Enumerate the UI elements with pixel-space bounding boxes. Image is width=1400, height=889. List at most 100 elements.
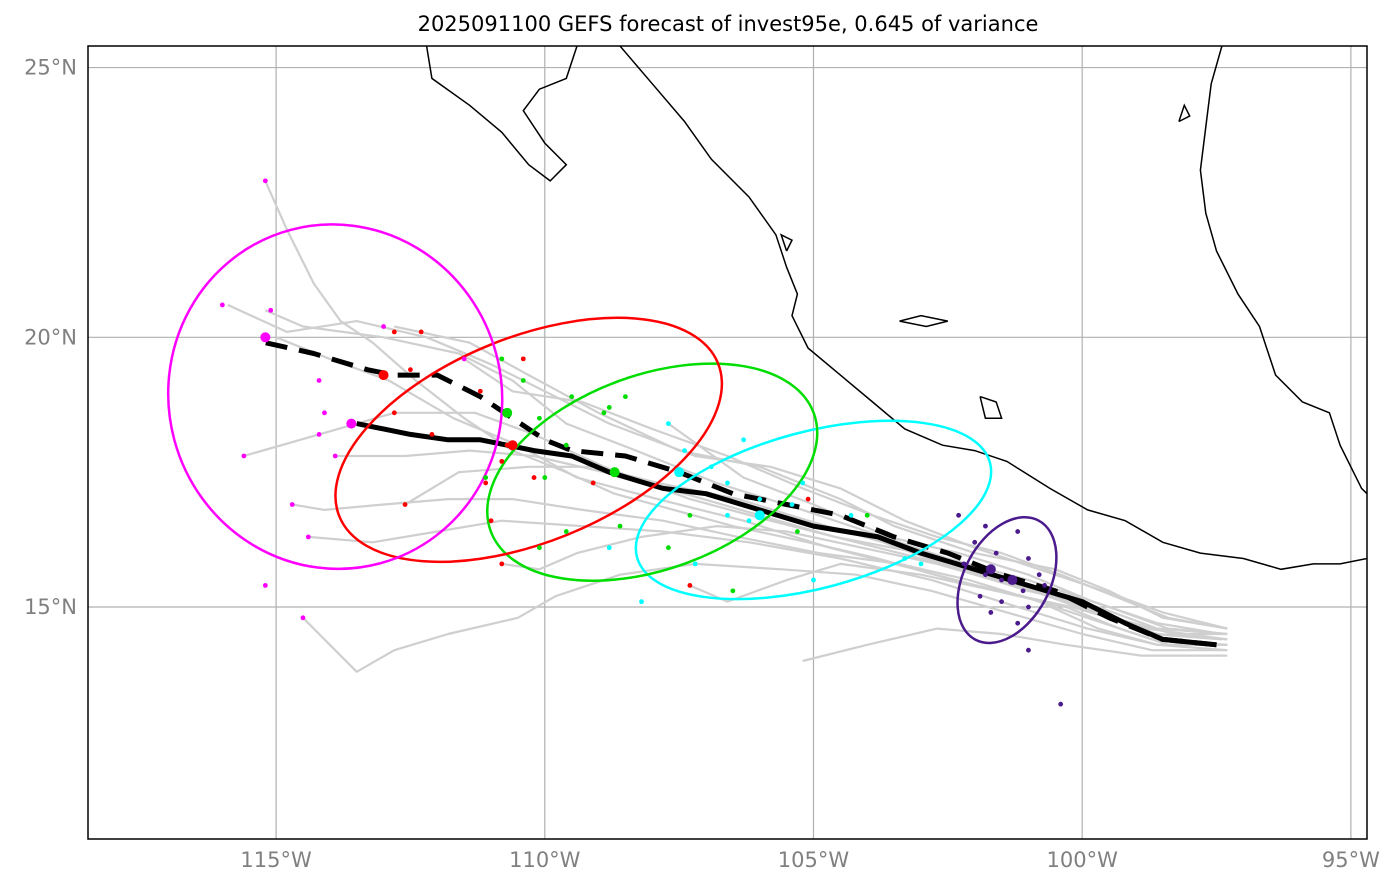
member-point-day4 [531,475,537,480]
member-point-day1 [1015,529,1021,534]
member-point-day4 [418,329,424,335]
lat-tick-label: 20°N [24,325,77,349]
coastline-segment [425,46,578,182]
member-point-day5 [461,356,467,362]
graticule [88,46,1367,839]
axis-ticks: 115°W 110°W 105°W 100°W 95°W 25°N 20°N 15°N [24,56,1380,872]
member-point-day1 [977,593,983,599]
ellipse-day3 [486,362,819,582]
member-point-day1 [961,561,967,567]
member-track [264,309,1228,636]
member-point-day3 [601,410,607,416]
member-point-day2 [757,496,763,502]
lon-tick-label: 95°W [1322,848,1380,872]
member-point-day3 [730,588,736,594]
member-point-day5 [219,302,225,308]
mean-point-day1 [1007,575,1018,586]
mean-point-day2 [674,467,685,478]
mean-point-day4 [507,440,518,451]
member-point-day4 [805,496,811,502]
member-point-day1 [1020,588,1026,594]
member-point-day1 [972,539,978,545]
member-point-day3 [665,545,671,551]
member-point-day5 [305,534,311,540]
member-point-day4 [391,410,397,416]
member-point-day4 [520,356,526,362]
member-track [463,357,1228,630]
member-point-day2 [746,518,752,524]
lat-tick-label: 25°N [24,56,77,80]
member-point-day3 [537,415,542,421]
member-point-day3 [864,512,870,518]
lon-tick-label: 110°W [509,848,581,872]
member-point-day2 [811,577,816,583]
mean-point-day1 [985,564,996,575]
coastline [425,46,1367,571]
member-point-day3 [483,475,489,480]
member-point-day1 [956,512,961,518]
member-point-day1 [1026,647,1031,653]
member-point-day1 [983,572,988,578]
member-point-day5 [289,502,295,507]
member-track [308,519,1228,646]
member-point-day3 [617,523,623,529]
member-point-day2 [789,502,795,507]
mean-point-day3 [609,467,620,478]
mean-point-day3 [502,407,513,418]
member-point-day4 [477,388,483,394]
member-point-day2 [682,448,687,453]
ellipse-day4 [334,316,724,564]
member-point-day3 [563,442,569,448]
ellipse-day5 [166,223,504,571]
ellipse-day1 [956,515,1058,645]
mean-tracks [264,340,1217,648]
member-point-day1 [983,523,988,529]
member-point-day2 [665,421,671,427]
member-point-day2 [692,561,698,567]
member-point-day4 [391,329,397,335]
member-point-day1 [1036,572,1042,578]
member-point-day3 [687,512,693,518]
member-track [404,465,1228,636]
member-point-day1 [1026,556,1031,561]
member-point-day1 [1058,701,1064,707]
member-point-day3 [542,475,548,480]
member-point-day3 [606,405,612,410]
member-point-day5 [332,453,338,459]
member-track [802,627,1228,663]
member-point-day3 [563,529,569,534]
member-point-day2 [918,561,924,567]
mean-point-day5 [346,418,357,429]
member-point-day2 [725,512,730,518]
member-point-day4 [429,432,435,437]
member-point-day1 [1015,620,1021,626]
member-point-day4 [499,458,505,464]
lon-tick-label: 115°W [240,848,312,872]
member-track [394,325,1228,630]
member-point-day2 [639,599,644,605]
member-point-day5 [262,583,268,588]
map-layers [166,46,1367,707]
uncertainty-ellipses [166,223,1058,645]
coastline-segment [899,314,948,328]
coastline-segment [1199,46,1367,495]
member-point-day5 [322,410,327,416]
member-point-day2 [708,464,714,470]
member-point-day4 [408,367,413,373]
member-point-day4 [687,583,693,588]
member-point-day3 [499,356,505,362]
map-frame [87,45,1368,840]
lon-tick-label: 100°W [1047,848,1119,872]
member-track [243,411,1228,641]
map-title: 2025091100 GEFS forecast of invest95e, 0… [417,12,1039,36]
member-point-day1 [993,550,999,556]
member-point-day5 [241,453,247,459]
member-point-day2 [606,545,612,551]
forecast-points [219,178,1064,707]
member-point-day2 [741,437,747,443]
coastline-segment [779,233,794,252]
member-point-day5 [300,615,306,621]
member-point-day2 [848,512,854,518]
member-point-day2 [725,480,730,486]
member-track [667,422,1223,636]
